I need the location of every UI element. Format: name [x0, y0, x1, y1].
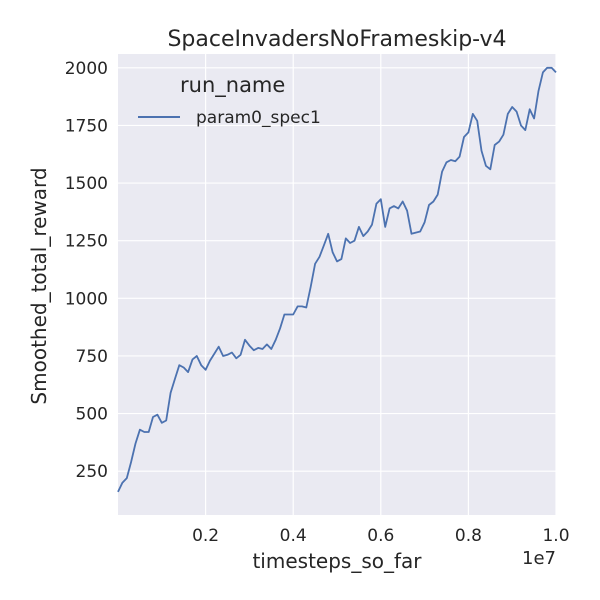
x-tick-label: 1.0 — [542, 526, 569, 546]
x-tick-label: 0.4 — [280, 526, 307, 546]
x-offset-label: 1e7 — [522, 548, 556, 569]
y-tick-label: 2000 — [65, 59, 108, 79]
y-tick-label: 250 — [76, 462, 108, 482]
series-lines — [117, 66, 557, 493]
plot-background — [118, 54, 556, 515]
y-axis-label: Smoothed_total_reward — [27, 167, 51, 404]
series-line-param0_spec1 — [117, 66, 557, 493]
y-tick-label: 750 — [76, 347, 108, 367]
x-axis-label: timesteps_so_far — [252, 549, 422, 573]
chart-title: SpaceInvadersNoFrameskip-v4 — [167, 27, 506, 52]
legend-entry-label: param0_spec1 — [196, 108, 321, 128]
x-tick-label: 0.8 — [455, 526, 482, 546]
grid — [118, 54, 557, 515]
tick-labels: 0.2 0.4 0.6 0.8 1.0 250 500 750 1000 1250 1500 1750… — [65, 59, 570, 546]
legend-title: run_name — [180, 73, 285, 98]
x-tick-label: 0.6 — [367, 526, 394, 546]
y-tick-label: 500 — [76, 405, 108, 425]
legend: run_name param0_spec1 — [138, 73, 321, 128]
y-tick-label: 1000 — [65, 289, 108, 309]
y-tick-label: 1750 — [65, 116, 108, 136]
y-tick-label: 1500 — [65, 174, 108, 194]
x-tick-label: 0.2 — [192, 526, 219, 546]
y-tick-label: 1250 — [65, 232, 108, 252]
